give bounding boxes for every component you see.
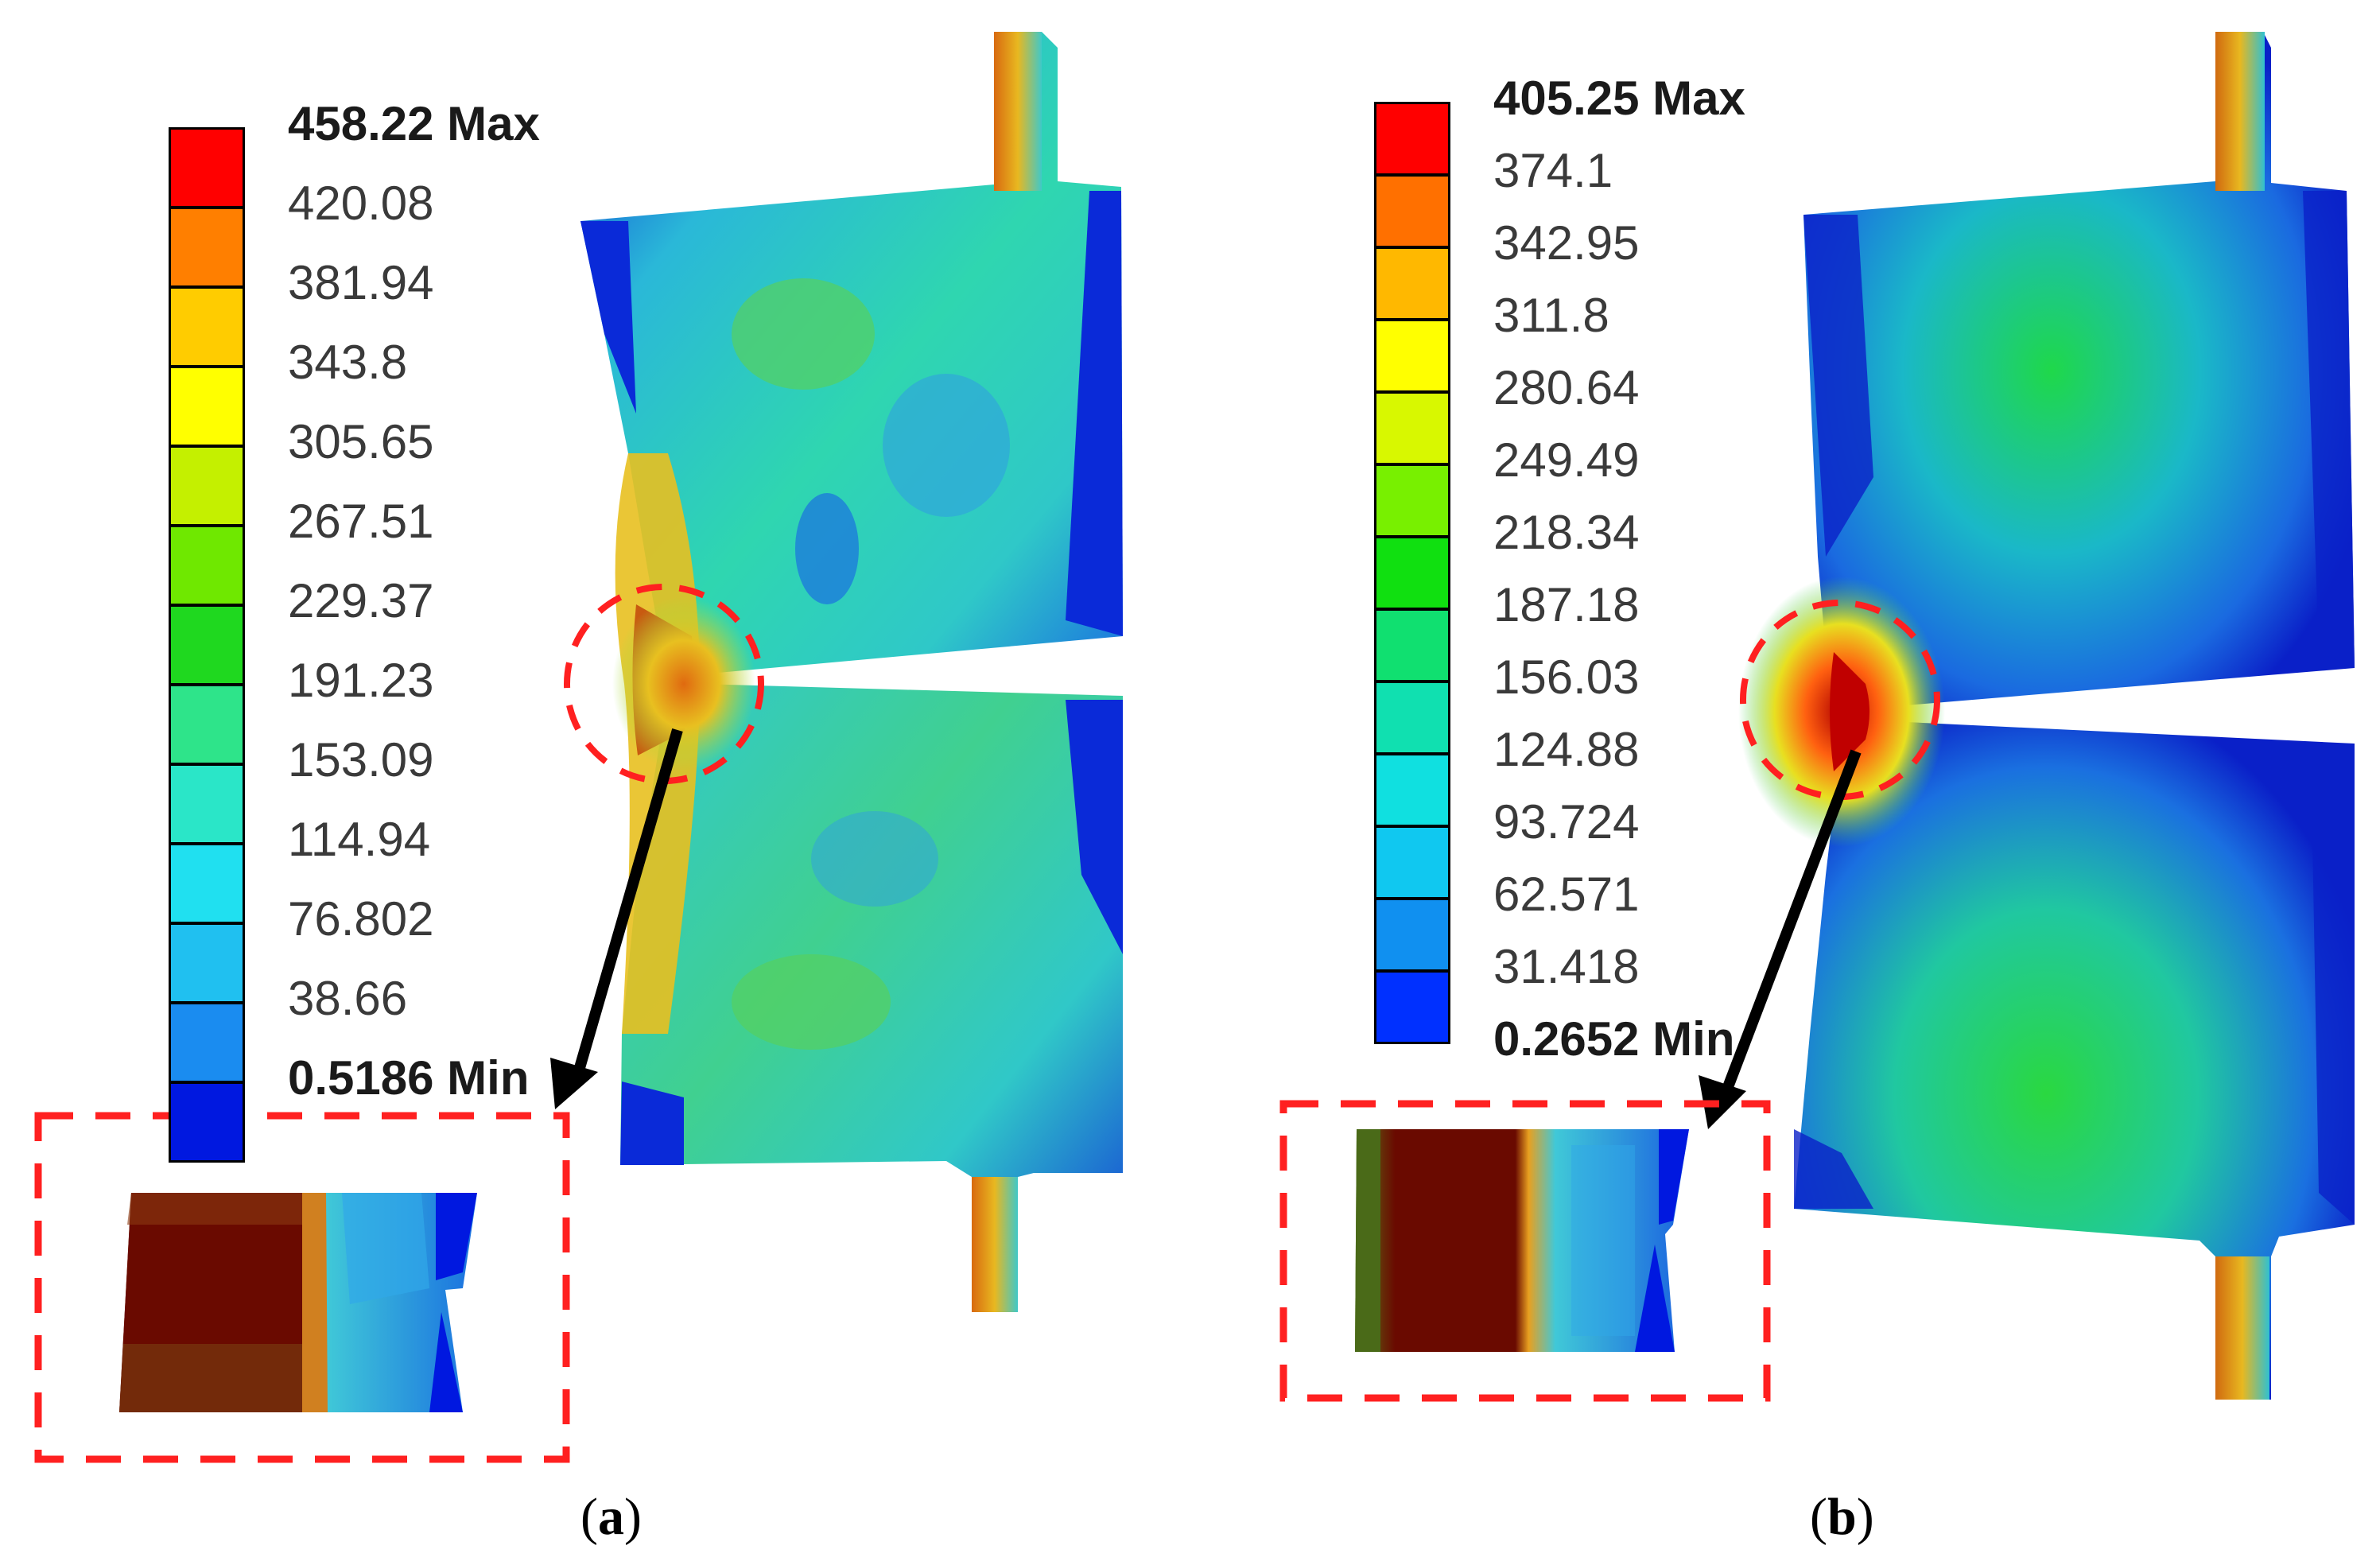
legend-value: 218.34 [1493,506,1640,559]
legend-value: 343.8 [288,336,408,389]
legend-min-label: 0.5186 Min [288,1051,530,1105]
zoom-arrow [550,728,683,1109]
legend-swatch [1376,683,1448,755]
legend-value: 31.418 [1493,940,1640,993]
legend-value: 62.571 [1493,868,1640,921]
legend-swatch [171,289,243,368]
legend-swatch [171,130,243,209]
legend-value: 267.51 [288,495,434,548]
legend-swatch [1376,177,1448,249]
legend-value: 93.724 [1493,795,1640,849]
legend-swatch [171,527,243,607]
stress-contour-plot [1279,32,2355,1402]
specimen-lower-half [620,684,1123,1312]
legend-swatch [1376,828,1448,900]
legend-color-bar [1374,102,1450,1044]
legend-swatch [171,686,243,766]
legend-swatch [171,607,243,686]
zoom-inset [1279,1100,1771,1402]
legend-value: 156.03 [1493,650,1640,704]
legend-value: 305.65 [288,415,434,468]
legend-value: 229.37 [288,574,434,627]
legend-swatch [171,925,243,1004]
legend-value: 38.66 [288,972,408,1025]
specimen-upper-half [1803,32,2355,709]
legend-swatch [1376,321,1448,394]
legend-max-label: 458.22 Max [288,97,540,150]
legend-value: 280.64 [1493,361,1640,414]
specimen-upper-half [580,32,1123,674]
legend-value: 381.94 [288,256,434,309]
legend-swatch [1376,104,1448,177]
legend-swatch [1376,611,1448,683]
legend-value: 342.95 [1493,216,1640,270]
legend-swatch [1376,394,1448,466]
legend-value: 420.08 [288,177,434,230]
legend-color-bar [169,127,245,1163]
legend-value: 124.88 [1493,723,1640,776]
legend-value: 187.18 [1493,578,1640,631]
panel-caption: (a) [580,1488,642,1546]
zoom-arrow [1699,749,1862,1129]
legend-value: 249.49 [1493,433,1640,487]
legend-swatch [171,1084,243,1160]
legend-value: 153.09 [288,733,434,786]
legend-swatch [1376,466,1448,538]
legend-swatch [1376,973,1448,1042]
legend-swatch [1376,249,1448,321]
specimen-lower-half [1794,720,2355,1400]
legend-value: 191.23 [288,654,434,707]
legend-value: 311.8 [1493,289,1609,342]
panel-b: 405.25 Max 374.1 342.95 311.8 280.64 249.49 2… [1190,0,2379,1565]
legend-swatch [171,368,243,448]
legend-max-label: 405.25 Max [1493,72,1745,125]
legend-min-label: 0.2652 Min [1493,1012,1735,1066]
legend-value: 76.802 [288,892,434,946]
zoom-inset [34,1112,570,1463]
legend-value: 114.94 [288,813,431,866]
legend-swatch [171,766,243,845]
legend-swatch [1376,538,1448,611]
legend-swatch [171,1004,243,1084]
legend-swatch [1376,900,1448,973]
panel-caption: (b) [1810,1488,1874,1546]
legend-value: 374.1 [1493,144,1613,197]
notch-hotspot [1738,577,1945,847]
legend-swatch [171,448,243,527]
legend-swatch [171,845,243,925]
panel-a: 458.22 Max 420.08 381.94 343.8 305.65 267.51… [34,32,1123,1546]
stress-contour-plot [34,32,1123,1463]
legend-swatch [1376,755,1448,828]
legend-swatch [171,209,243,289]
